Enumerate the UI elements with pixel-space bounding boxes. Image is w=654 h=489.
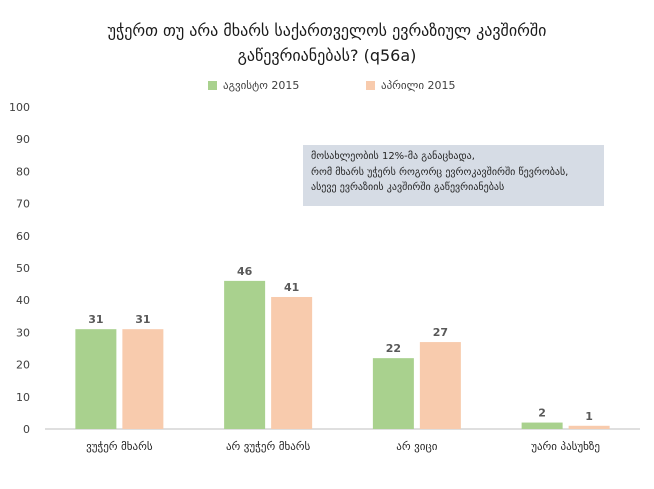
y-tick-label: 0 <box>23 423 30 436</box>
bar <box>271 296 313 429</box>
legend-label-april-2015: აპრილი 2015 <box>381 79 456 92</box>
bar <box>521 422 563 429</box>
bar <box>372 358 414 429</box>
category-label: არ ვუჭერ მხარს <box>226 440 311 453</box>
data-label: 2 <box>538 407 546 420</box>
y-tick-label: 100 <box>9 101 30 114</box>
data-label: 46 <box>237 265 253 278</box>
chart-title: უჭერთ თუ არა მხარს საქართველოს ევრაზიულ … <box>0 18 654 68</box>
y-tick-label: 20 <box>16 359 30 372</box>
bar <box>224 280 266 429</box>
category-label: არ ვიცი <box>396 440 437 453</box>
y-tick-label: 70 <box>16 198 30 211</box>
data-label: 31 <box>135 313 150 326</box>
data-label: 22 <box>386 342 401 355</box>
y-tick-label: 10 <box>16 391 30 404</box>
annotation-line-1: მოსახლეობის 12%-მა განაცხადა, <box>311 151 475 162</box>
legend-swatch-august-2015 <box>208 81 217 90</box>
chart-title-line2: გაწევრიანებას? (q56a) <box>237 46 417 65</box>
legend-swatch-april-2015 <box>366 81 375 90</box>
category-label: ვუჭერ მხარს <box>86 440 153 453</box>
y-tick-label: 30 <box>16 326 30 339</box>
y-tick-label: 60 <box>16 230 30 243</box>
legend-item-august-2015: აგვისტო 2015 <box>208 79 299 92</box>
legend-label-august-2015: აგვისტო 2015 <box>223 79 300 92</box>
y-tick-label: 80 <box>16 165 30 178</box>
y-tick-label: 40 <box>16 294 30 307</box>
bar <box>568 425 610 429</box>
chart-title-line1: უჭერთ თუ არა მხარს საქართველოს ევრაზიულ … <box>107 21 547 40</box>
data-label: 41 <box>284 281 299 294</box>
chart-legend: აგვისტო 2015 აპრილი 2015 <box>0 79 654 95</box>
y-tick-label: 50 <box>16 262 30 275</box>
category-label: უარი პასუხზე <box>531 440 600 453</box>
bar <box>122 329 164 429</box>
y-tick-label: 90 <box>16 133 30 146</box>
bar <box>75 329 117 429</box>
annotation-line-2: რომ მხარს უჭერს როგორც ევროკავშირში წევრ… <box>311 166 569 178</box>
data-label: 1 <box>585 410 593 423</box>
annotation-box: მოსახლეობის 12%-მა განაცხადა, რომ მხარს … <box>303 145 604 206</box>
annotation-line-3: ასევე ევრაზიის კავშირში გაწევრიანებას <box>311 182 505 193</box>
bar <box>419 342 461 429</box>
data-label: 31 <box>88 313 103 326</box>
legend-item-april-2015: აპრილი 2015 <box>366 79 456 92</box>
data-label: 27 <box>433 326 448 339</box>
